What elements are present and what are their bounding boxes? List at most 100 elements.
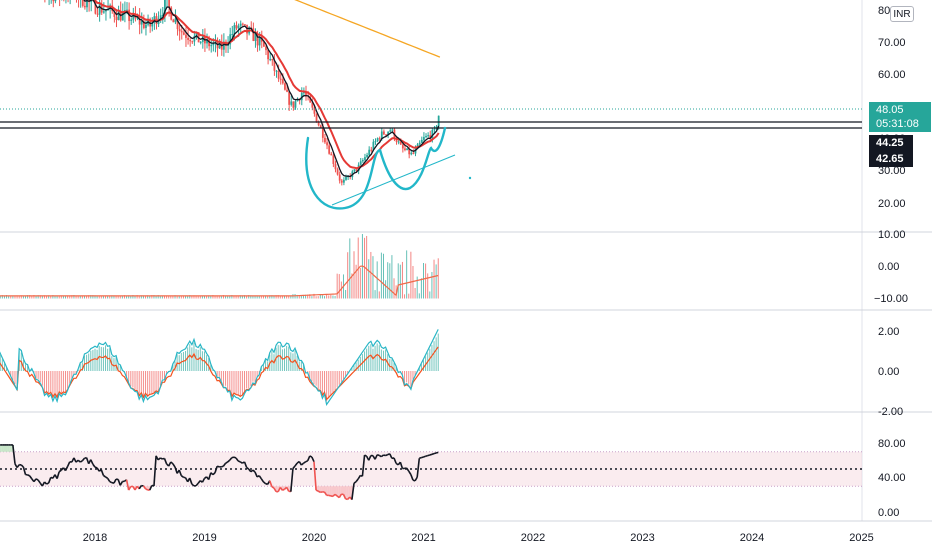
candle-body [168, 0, 170, 7]
candle-body [103, 11, 105, 12]
candle-body [425, 136, 427, 137]
macd-tick-label: 0.00 [878, 366, 899, 378]
ema-red-line [24, 0, 439, 168]
rsi-line-segment [36, 479, 38, 480]
oscillator-tick-label: 10.00 [878, 229, 906, 241]
candle-body [332, 155, 334, 164]
rsi-line-segment [377, 455, 379, 456]
rsi-line-segment [310, 456, 312, 457]
candle-body [326, 142, 328, 145]
candle-body [362, 160, 364, 161]
rsi-line-segment [434, 453, 436, 454]
countdown-timer: 05:31:08 [876, 117, 931, 131]
rsi-line-segment [306, 461, 308, 462]
rsi-line-segment [424, 456, 426, 457]
rsi-line-segment [316, 490, 318, 491]
rsi-line-segment [110, 482, 112, 483]
candle-body [330, 154, 332, 156]
candle-body [379, 138, 381, 139]
rsi-line-segment [386, 455, 388, 456]
time-axis-label: 2021 [411, 532, 435, 544]
candle-body [335, 164, 337, 169]
rsi-line-segment [226, 462, 228, 463]
candle-body [292, 101, 294, 107]
rsi-line-segment [234, 457, 236, 458]
current-price-value: 48.05 [876, 103, 931, 117]
candle-body [423, 137, 425, 140]
candle-body [179, 29, 181, 31]
oscillator-tick-label: 0.00 [878, 261, 899, 273]
candle-body [370, 150, 372, 151]
rsi-tick-label: 0.00 [878, 507, 899, 519]
price-tick-label: 70.00 [878, 37, 906, 49]
candle-body [271, 59, 273, 60]
rsi-line-segment [80, 461, 82, 462]
rsi-line-segment [183, 477, 185, 478]
time-axis-label: 2020 [302, 532, 326, 544]
candle-body [282, 79, 284, 83]
candle-body [438, 116, 440, 127]
macd-tick-label: 2.00 [878, 326, 899, 338]
candle-body [324, 138, 326, 142]
candle-body [55, 0, 57, 1]
rsi-line-segment [436, 452, 438, 453]
rsi-line-segment [421, 457, 423, 458]
candle-body [345, 177, 347, 180]
rsi-pane[interactable] [0, 445, 862, 500]
rsi-line-segment [419, 458, 421, 459]
candle-body [267, 50, 269, 59]
candle-body [236, 25, 238, 28]
candle-body [242, 24, 244, 25]
currency-badge[interactable]: INR [890, 6, 914, 22]
macd-tick-label: -2.00 [878, 406, 903, 418]
rsi-line-segment [47, 483, 49, 484]
rsi-line-segment [221, 466, 223, 467]
candle-body [295, 101, 297, 108]
macd-pane[interactable] [0, 321, 438, 405]
rsi-line-segment [430, 454, 432, 455]
candle-body [280, 79, 282, 80]
candle-body [105, 10, 107, 11]
candle-body [189, 40, 191, 41]
candle-body [210, 45, 212, 46]
candle-body [406, 148, 408, 150]
candle-body [52, 0, 54, 1]
candle-body [240, 24, 242, 26]
rsi-line-segment [318, 491, 320, 492]
candle-body [286, 90, 288, 92]
ema-black-line [24, 0, 439, 177]
rsi-line-segment [432, 454, 434, 455]
trendline [332, 155, 455, 205]
rsi-line-segment [238, 461, 240, 462]
candle-body [389, 130, 391, 131]
pattern-dot [469, 177, 471, 179]
level-badge-lower: 42.65 [869, 151, 913, 167]
candle-body [412, 153, 414, 154]
candlestick-series [23, 0, 440, 185]
price-tick-label: 60.00 [878, 69, 906, 81]
candle-body [187, 38, 189, 40]
candle-body [185, 35, 187, 38]
candle-body [375, 141, 377, 142]
price-pane[interactable] [0, 0, 862, 208]
candle-body [234, 25, 236, 34]
candle-body [278, 71, 280, 79]
candle-body [84, 6, 86, 7]
rsi-line-segment [282, 489, 284, 490]
candle-body [276, 71, 278, 72]
rsi-line-segment [329, 495, 331, 496]
candle-body [238, 26, 240, 29]
candle-body [398, 141, 400, 142]
rsi-line-segment [426, 456, 428, 457]
candle-body [316, 114, 318, 123]
volume-oscillator-pane[interactable] [0, 234, 438, 298]
time-axis-label: 2025 [849, 532, 873, 544]
candle-body [200, 42, 202, 43]
candle-body [212, 44, 214, 45]
rsi-line-segment [146, 489, 148, 490]
candle-body [290, 101, 292, 104]
oscillator-tick-label: −10.00 [874, 293, 908, 305]
rsi-line-segment [217, 466, 219, 467]
